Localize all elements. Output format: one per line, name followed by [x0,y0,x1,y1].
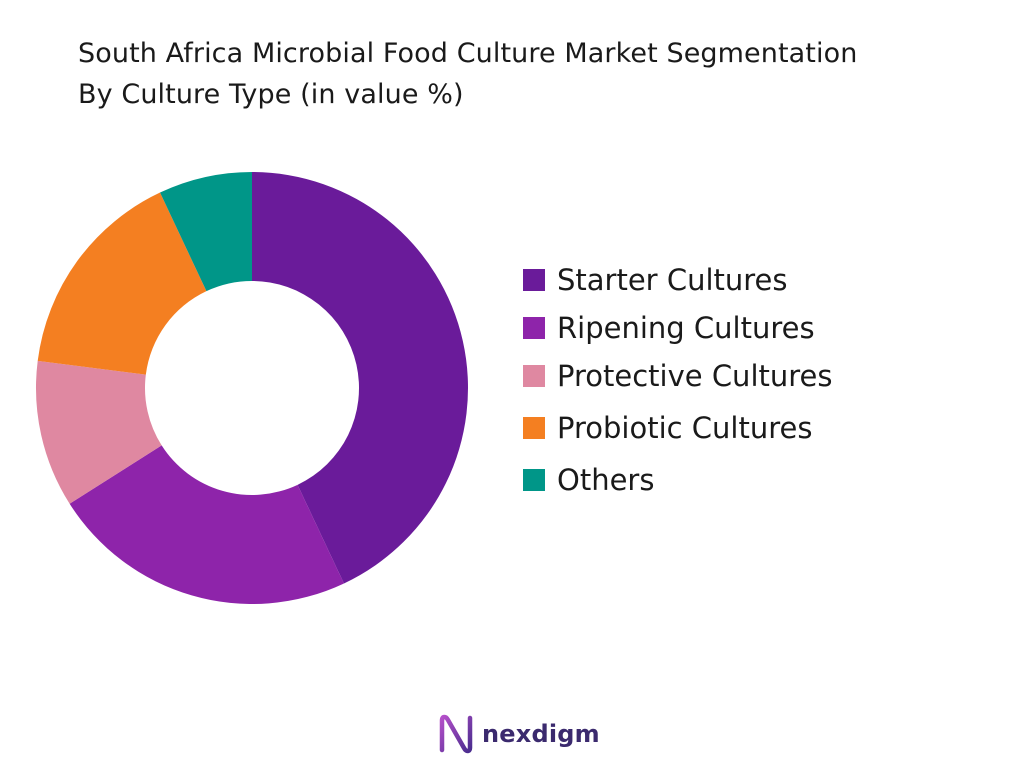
brand-logo: nexdigm [438,714,600,754]
donut-slice-protective-cultures [35,360,162,504]
legend-item: Starter Cultures [523,262,788,298]
legend-swatch [523,317,545,339]
legend-swatch [523,469,545,491]
donut-slice-others [160,172,252,292]
donut-slice-ripening-cultures [69,445,344,604]
legend-label: Protective Cultures [557,359,833,393]
legend-swatch [523,365,545,387]
legend-label: Probiotic Cultures [557,411,813,445]
legend-swatch [523,417,545,439]
legend-label: Ripening Cultures [557,311,815,345]
legend-item: Others [523,462,654,498]
chart-title-line-1: South Africa Microbial Food Culture Mark… [78,38,858,69]
chart-title: South Africa Microbial Food Culture Mark… [78,33,1008,115]
chart-title-line-2: By Culture Type (in value %) [78,79,464,110]
legend-label: Others [557,463,655,497]
donut-slice-probiotic-cultures [37,192,207,375]
brand-name: nexdigm [482,720,600,748]
donut-chart [35,172,468,604]
legend-label: Starter Cultures [557,263,788,297]
donut-slice-starter-cultures [252,172,468,584]
legend-item: Protective Cultures [523,358,833,394]
legend-item: Ripening Cultures [523,310,815,346]
legend-item: Probiotic Cultures [523,410,812,446]
nexdigm-logo-icon [439,714,473,754]
legend-swatch [523,269,545,291]
